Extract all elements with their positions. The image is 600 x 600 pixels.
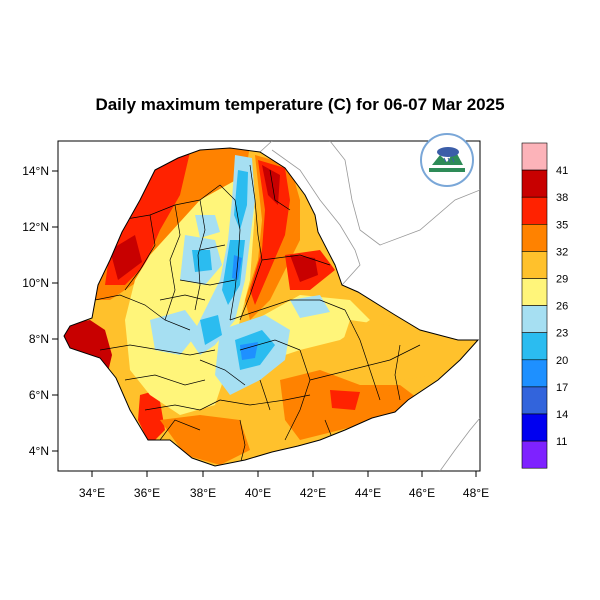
y-ticks (52, 170, 58, 452)
institute-logo-icon (420, 133, 474, 187)
x-tick-label: 46°E (409, 486, 435, 500)
x-ticks (91, 471, 477, 477)
y-tick-label: 14°N (22, 164, 49, 178)
colorbar-label: 41 (556, 165, 568, 177)
y-tick-labels: 14°N 12°N 10°N 8°N 6°N 4°N (22, 164, 49, 458)
colorbar-label: 20 (556, 355, 568, 367)
x-tick-labels: 34°E 36°E 38°E 40°E 42°E 44°E 46°E 48°E (79, 486, 489, 500)
colorbar-label: 35 (556, 219, 568, 231)
colorbar-label: 38 (556, 192, 568, 204)
admin-boundaries (94, 164, 421, 466)
y-tick-label: 12°N (22, 220, 49, 234)
colorbar-label: 29 (556, 274, 568, 286)
colorbar-swatch (521, 251, 548, 279)
colorbar-label: 17 (556, 382, 568, 394)
x-tick-label: 38°E (190, 486, 216, 500)
x-tick-label: 40°E (245, 486, 271, 500)
x-tick-label: 48°E (463, 486, 489, 500)
colorbar-swatch (521, 196, 548, 225)
colorbar-swatch (521, 169, 548, 198)
y-tick-label: 10°N (22, 276, 49, 290)
colorbar-label: 26 (556, 301, 568, 313)
colorbar-swatch (521, 142, 548, 171)
colorbar-swatch (521, 278, 548, 306)
x-tick-label: 34°E (79, 486, 105, 500)
colorbar-swatch (521, 413, 548, 442)
colorbar-swatch (521, 305, 548, 334)
colorbar-swatch (521, 332, 548, 361)
colorbar-swatch (521, 359, 548, 388)
colorbar-swatch (521, 386, 548, 415)
neighbor-borders (259, 141, 480, 471)
colorbar-label: 32 (556, 246, 568, 258)
colorbar-swatch (521, 440, 548, 469)
x-tick-label: 36°E (134, 486, 160, 500)
colorbar-label: 11 (556, 436, 567, 448)
colorbar-swatch (521, 224, 548, 252)
y-tick-label: 4°N (29, 444, 49, 458)
y-tick-label: 6°N (29, 388, 49, 402)
colorbar-label: 14 (556, 409, 568, 421)
y-tick-label: 8°N (29, 332, 49, 346)
colorbar: 41 38 35 32 29 26 23 20 17 14 11 (521, 142, 568, 469)
colorbar-label: 23 (556, 328, 568, 340)
x-tick-label: 44°E (355, 486, 381, 500)
chart-title: Daily maximum temperature (C) for 06-07 … (95, 95, 505, 114)
x-tick-label: 42°E (300, 486, 326, 500)
